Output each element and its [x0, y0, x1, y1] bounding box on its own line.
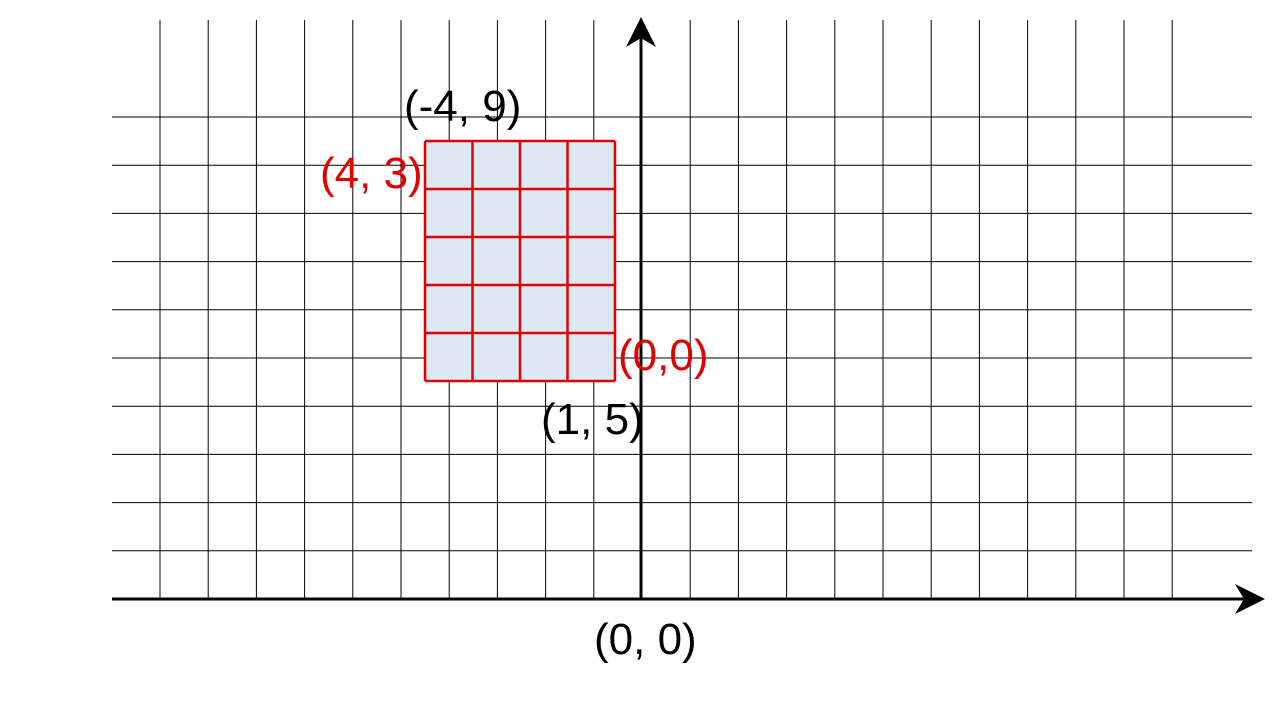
local-top-left-label: (4, 3)	[320, 149, 423, 198]
world-bottom-right-label: (1, 5)	[541, 395, 644, 444]
sub-rectangle-grid	[423, 139, 617, 383]
background-grid	[112, 20, 1252, 599]
sub-rectangle	[423, 139, 617, 383]
world-top-left-label: (-4, 9)	[404, 82, 521, 131]
local-bottom-right-label: (0,0)	[618, 331, 708, 380]
world-origin-label: (0, 0)	[594, 615, 697, 664]
